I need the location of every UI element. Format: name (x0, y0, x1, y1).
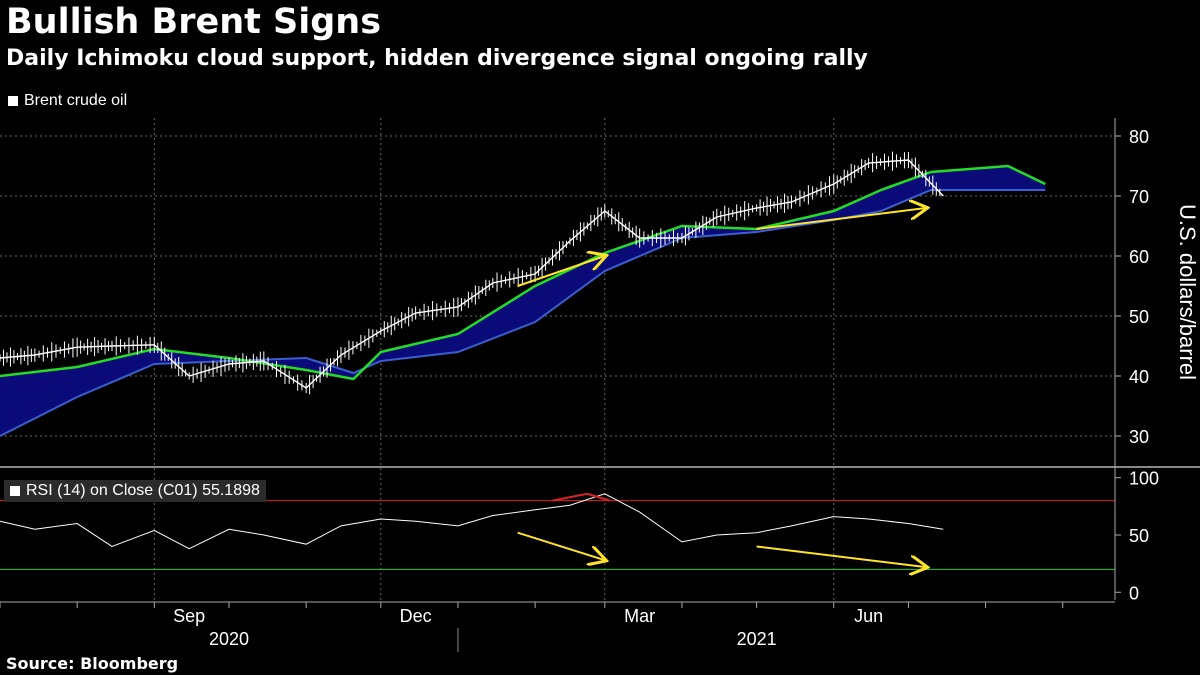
rsi-legend: RSI (14) on Close (C01) 55.1898 (4, 480, 266, 502)
rsi-line (0, 493, 944, 550)
rsi-series (0, 492, 1115, 570)
year-label: 2021 (737, 629, 777, 649)
source-note: Source: Bloomberg (6, 654, 179, 673)
price-series (0, 151, 944, 395)
rsi-legend-label: RSI (14) on Close (C01) 55.1898 (26, 482, 260, 499)
x-tick-label: Mar (624, 606, 655, 626)
price-ytick-label: 70 (1129, 187, 1149, 207)
rsi-legend-swatch (10, 486, 20, 496)
price-ytick-label: 50 (1129, 307, 1149, 327)
rsi-overbought-segment (552, 492, 611, 502)
cloud-lead-line (0, 164, 1046, 381)
price-ytick-label: 60 (1129, 247, 1149, 267)
divergence-arrow (517, 531, 605, 560)
price-ytick-label: 30 (1129, 427, 1149, 447)
axes: 30 40 50 60 70 80 0 50 100 Sep Dec Mar Jun 2020 2021 U.… (0, 118, 1200, 652)
y-axis-label: U.S. dollars/barrel (1175, 204, 1200, 380)
x-tick-label: Jun (854, 606, 883, 626)
x-tick-label: Dec (400, 606, 432, 626)
rsi-ytick-label: 50 (1129, 526, 1149, 546)
price-legend-swatch (8, 96, 18, 106)
chart-subtitle: Daily Ichimoku cloud support, hidden div… (6, 46, 868, 71)
rsi-ytick-label: 100 (1129, 469, 1159, 489)
cloud-fill (0, 166, 1046, 436)
price-legend-label: Brent crude oil (24, 92, 128, 109)
price-legend: Brent crude oil (8, 92, 127, 110)
divergence-arrow (756, 208, 926, 230)
cloud-base-line (0, 189, 1046, 437)
year-label: 2020 (209, 629, 249, 649)
rsi-ytick-label: 0 (1129, 583, 1139, 603)
x-tick-label: Sep (173, 606, 205, 626)
ichimoku-cloud (0, 164, 1046, 437)
divergence-arrow (756, 545, 926, 567)
chart-title: Bullish Brent Signs (6, 2, 382, 42)
price-ytick-label: 40 (1129, 367, 1149, 387)
divergence-arrow (517, 256, 605, 287)
price-ytick-label: 80 (1129, 127, 1149, 147)
divergence-arrows (517, 208, 926, 567)
